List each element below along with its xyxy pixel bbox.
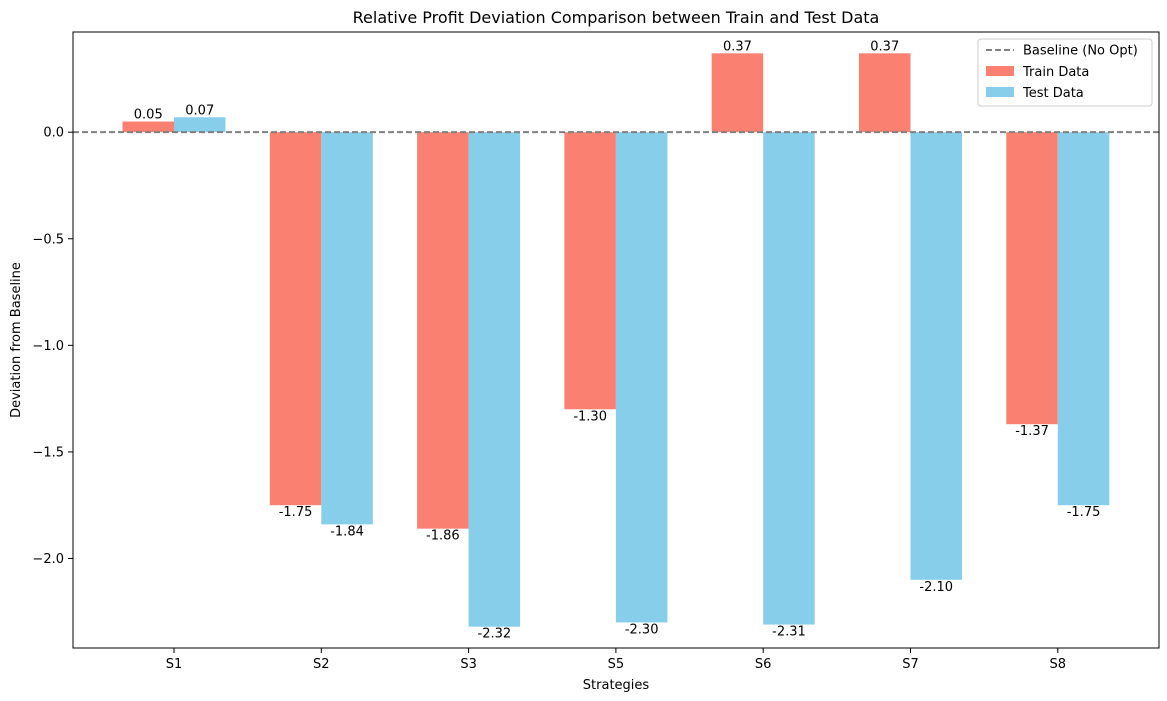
legend-train-label: Train Data (1022, 65, 1089, 80)
test-value-label-s7: -2.10 (919, 580, 953, 595)
test-value-label-s3: -2.32 (478, 627, 512, 642)
test-bar-s2 (321, 132, 373, 525)
x-tick-label: S7 (902, 657, 919, 672)
y-tick-label: −0.5 (32, 232, 64, 247)
test-bar-s8 (1057, 132, 1110, 506)
train-bar-s2 (269, 132, 322, 506)
train-bar-s1 (122, 121, 174, 133)
train-bar-s3 (417, 132, 469, 529)
x-tick-label: S1 (166, 657, 183, 672)
x-tick-label: S8 (1050, 657, 1067, 672)
test-bar-s1 (174, 117, 226, 133)
y-tick-label: −1.5 (32, 445, 64, 460)
legend-box (977, 38, 1153, 107)
train-value-label-s3: -1.86 (426, 529, 460, 544)
test-value-label-s5: -2.30 (625, 622, 659, 637)
legend: Baseline (No Opt) Train Data Test Data (977, 38, 1153, 107)
test-value-label-s6: -2.31 (772, 625, 806, 640)
x-tick-label: S3 (460, 657, 477, 672)
chart-title: Relative Profit Deviation Comparison bet… (353, 8, 880, 27)
legend-test-label: Test Data (1022, 86, 1084, 101)
x-axis-label: Strategies (583, 678, 650, 693)
y-axis-label: Deviation from Baseline (9, 262, 24, 418)
train-value-label-s1: 0.05 (134, 108, 163, 123)
train-value-label-s7: 0.37 (870, 39, 899, 54)
test-bar-s7 (910, 132, 962, 580)
legend-test-swatch (986, 87, 1014, 97)
test-bar-s6 (763, 132, 815, 625)
test-value-label-s8: -1.75 (1067, 505, 1101, 520)
x-tick-label: S2 (313, 657, 330, 672)
x-tick-label: S6 (755, 657, 772, 672)
train-bar-s6 (711, 53, 764, 133)
x-tick-label: S5 (608, 657, 625, 672)
train-value-label-s6: 0.37 (723, 39, 752, 54)
legend-train-swatch (986, 66, 1014, 76)
test-bar-s5 (615, 132, 668, 623)
train-value-label-s8: -1.37 (1015, 424, 1049, 439)
legend-baseline-label: Baseline (No Opt) (1023, 44, 1138, 59)
train-value-label-s2: -1.75 (279, 505, 313, 520)
train-bar-s7 (859, 53, 911, 133)
train-bar-s8 (1006, 132, 1058, 425)
train-value-label-s5: -1.30 (573, 409, 607, 424)
test-value-label-s1: 0.07 (185, 103, 214, 118)
y-tick-label: −2.0 (32, 552, 64, 567)
y-tick-label: −1.0 (32, 339, 64, 354)
train-bar-s5 (564, 132, 616, 410)
test-value-label-s2: -1.84 (330, 524, 364, 539)
y-tick-label: 0.0 (43, 126, 64, 141)
test-bar-s3 (468, 132, 521, 627)
